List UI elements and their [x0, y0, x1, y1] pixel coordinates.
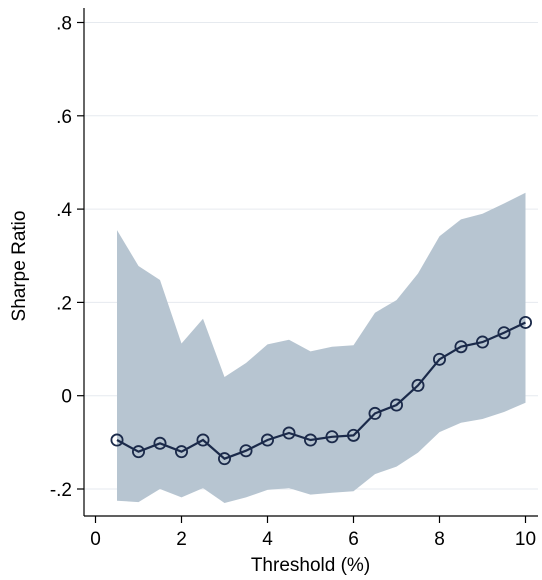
data-point-12	[368, 406, 382, 420]
data-point-4	[196, 433, 210, 447]
data-point-8	[282, 426, 296, 440]
x-tick-label-3: 6	[348, 529, 359, 550]
data-point-5	[217, 452, 231, 466]
x-tick-label-0: 0	[90, 529, 101, 550]
data-point-15	[432, 352, 446, 366]
data-point-16	[454, 340, 468, 354]
x-tick-label-1: 2	[176, 529, 187, 550]
data-point-14	[411, 378, 425, 392]
data-point-0	[110, 433, 124, 447]
data-point-1	[131, 445, 145, 459]
y-axis-title: Sharpe Ratio	[9, 211, 30, 322]
data-point-11	[346, 428, 360, 442]
y-tick-label-3: .4	[56, 200, 72, 221]
data-point-2	[153, 436, 167, 450]
data-point-9	[303, 433, 317, 447]
y-tick-label-2: .2	[56, 293, 72, 314]
y-tick-label-5: .8	[56, 14, 72, 35]
axes	[83, 8, 538, 517]
y-tick-label-0: -.2	[50, 480, 72, 501]
data-point-18	[497, 326, 511, 340]
data-point-13	[389, 398, 403, 412]
data-point-10	[325, 430, 339, 444]
series-line	[116, 321, 526, 460]
data-point-17	[475, 335, 489, 349]
y-axis-ticks: -.2 0 .2 .4 .6 .8	[50, 14, 84, 501]
y-tick-label-1: 0	[61, 387, 72, 408]
x-tick-label-5: 10	[515, 529, 536, 550]
x-axis-title: Threshold (%)	[251, 555, 370, 576]
x-axis-ticks: 0 2 4 6 8 10	[90, 516, 536, 550]
data-point-19	[519, 315, 533, 329]
y-tick-label-4: .6	[56, 107, 72, 128]
data-points	[110, 315, 533, 466]
data-point-7	[260, 433, 274, 447]
data-point-3	[174, 445, 188, 459]
x-tick-label-4: 8	[434, 529, 445, 550]
confidence-band	[117, 192, 526, 504]
data-point-6	[239, 444, 253, 458]
x-tick-label-2: 4	[262, 529, 273, 550]
